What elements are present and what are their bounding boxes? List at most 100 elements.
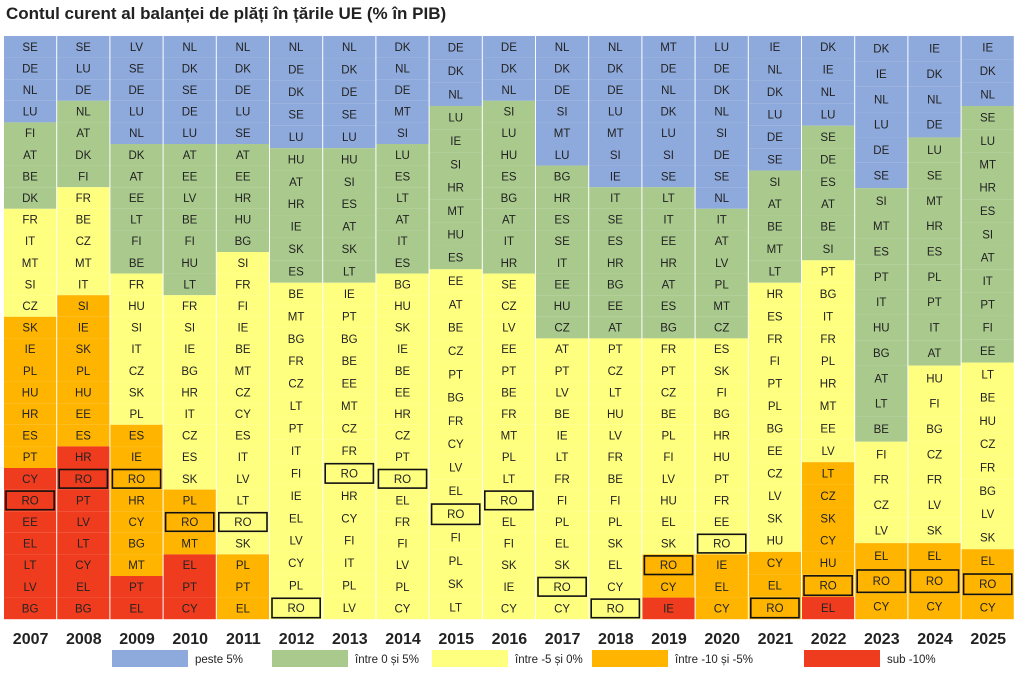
cell-label-2020-FI: FI: [717, 387, 727, 399]
cell-label-2019-SE: SE: [661, 171, 677, 183]
cell-2010-SI: [163, 316, 216, 339]
cell-label-2009-IT: IT: [131, 344, 141, 356]
cell-2009-CY: [110, 511, 163, 533]
cell-label-2022-AT: AT: [821, 199, 835, 211]
cell-label-2020-SK: SK: [714, 366, 730, 378]
cell-2013-ES: [323, 193, 376, 216]
cell-label-2011-FR: FR: [235, 279, 250, 291]
cell-label-2009-AT: AT: [130, 171, 144, 183]
cell-2023-FI: [855, 441, 908, 468]
cell-label-2014-MT: MT: [394, 107, 411, 119]
cell-label-2023-RO: RO: [873, 576, 890, 588]
cell-label-2021-DK: DK: [767, 87, 783, 99]
cell-2016-FI: [482, 532, 535, 555]
cell-2009-LU: [110, 100, 163, 123]
cell-2014-BE: [376, 360, 429, 382]
cell-2025-MT: [961, 152, 1014, 176]
cell-label-2024-IE: IE: [929, 44, 940, 56]
cell-2017-LV: [536, 381, 589, 404]
cell-label-2012-BE: BE: [288, 289, 304, 301]
cell-2017-HR: [536, 187, 589, 209]
cell-2021-PL: [748, 394, 801, 418]
cell-label-2015-LT: LT: [449, 603, 462, 615]
highlight-box-2019: [643, 555, 694, 576]
cell-2019-EE: [642, 230, 695, 252]
cell-label-2010-FR: FR: [182, 301, 197, 313]
cell-label-2007-ES: ES: [22, 431, 38, 443]
cell-label-2020-PL: PL: [715, 279, 730, 291]
cell-2009-IT: [110, 338, 163, 360]
cell-label-2013-AT: AT: [342, 222, 356, 234]
cell-label-2010-IT: IT: [185, 409, 195, 421]
cell-label-2012-SK: SK: [288, 244, 304, 256]
cell-2008-MT: [57, 252, 110, 274]
cell-label-2023-SE: SE: [874, 170, 890, 182]
cell-2017-IT: [536, 252, 589, 274]
cell-label-2016-CZ: CZ: [501, 301, 516, 313]
cell-2009-IE: [110, 446, 163, 468]
year-label-2009: 2009: [119, 631, 155, 648]
cell-label-2025-BE: BE: [980, 393, 996, 405]
highlight-box-2024: [909, 569, 960, 594]
cell-2014-HR: [376, 403, 429, 425]
cell-2024-RO: [908, 568, 961, 594]
cell-2010-AT: [163, 144, 216, 166]
cell-2009-PT: [110, 576, 163, 598]
cell-2015-DK: [429, 59, 482, 83]
cell-2020-MT: [695, 295, 748, 317]
cell-label-2020-DE: DE: [714, 63, 730, 75]
cell-label-2023-IT: IT: [876, 297, 886, 309]
cell-label-2022-LU: LU: [821, 110, 836, 122]
cell-2010-EE: [163, 165, 216, 188]
cell-label-2022-HU: HU: [820, 558, 837, 570]
cell-2022-ES: [802, 170, 855, 194]
cell-label-2015-HU: HU: [447, 229, 464, 241]
cell-label-2025-EL: EL: [981, 556, 996, 568]
cell-label-2009-SI: SI: [131, 323, 142, 335]
cell-2015-CY: [429, 432, 482, 456]
cell-2010-IE: [163, 338, 216, 360]
cell-label-2018-MT: MT: [607, 128, 624, 140]
cell-label-2012-LV: LV: [289, 536, 303, 548]
cell-label-2020-SI: SI: [716, 128, 727, 140]
highlight-box-2008: [58, 468, 109, 489]
cell-label-2024-MT: MT: [926, 196, 943, 208]
cell-label-2009-CZ: CZ: [129, 366, 144, 378]
cell-label-2007-LT: LT: [24, 560, 37, 572]
cell-label-2016-NL: NL: [502, 85, 517, 97]
cell-label-2014-BE: BE: [395, 366, 411, 378]
cell-2009-EE: [110, 187, 163, 209]
cell-label-2009-NL: NL: [129, 128, 144, 140]
cell-label-2007-SK: SK: [22, 323, 38, 335]
cell-2018-AT: [589, 316, 642, 339]
cell-label-2022-BG: BG: [820, 289, 837, 301]
cell-2018-SI: [589, 144, 642, 166]
cell-label-2012-BG: BG: [288, 334, 305, 346]
cell-2008-EL: [57, 576, 110, 598]
cell-2009-MT: [110, 554, 163, 576]
cell-2020-ES: [695, 338, 748, 360]
cell-label-2023-CY: CY: [873, 602, 889, 614]
cell-2014-MT: [376, 100, 429, 123]
cell-label-2023-LV: LV: [875, 525, 889, 537]
cell-2011-DE: [216, 79, 269, 101]
cell-2011-BG: [216, 230, 269, 252]
year-label-2007: 2007: [13, 631, 49, 648]
cell-2012-IE: [270, 484, 323, 508]
cell-label-2016-DK: DK: [501, 63, 517, 75]
year-label-2012: 2012: [279, 631, 315, 648]
cell-2015-PL: [429, 549, 482, 573]
cell-label-2013-FR: FR: [342, 446, 357, 458]
cell-2019-DE: [642, 57, 695, 80]
cell-2022-AT: [802, 193, 855, 216]
cell-2018-CY: [589, 576, 642, 598]
cell-2020-HR: [695, 424, 748, 447]
cell-label-2021-LV: LV: [768, 491, 782, 503]
cell-2007-FR: [4, 208, 57, 231]
cell-label-2008-DE: DE: [75, 85, 91, 97]
cell-2024-CZ: [908, 441, 961, 468]
cell-2007-BE: [4, 165, 57, 188]
cell-2021-LV: [748, 484, 801, 508]
cell-2012-FI: [270, 462, 323, 485]
cell-2015-LV: [429, 455, 482, 480]
